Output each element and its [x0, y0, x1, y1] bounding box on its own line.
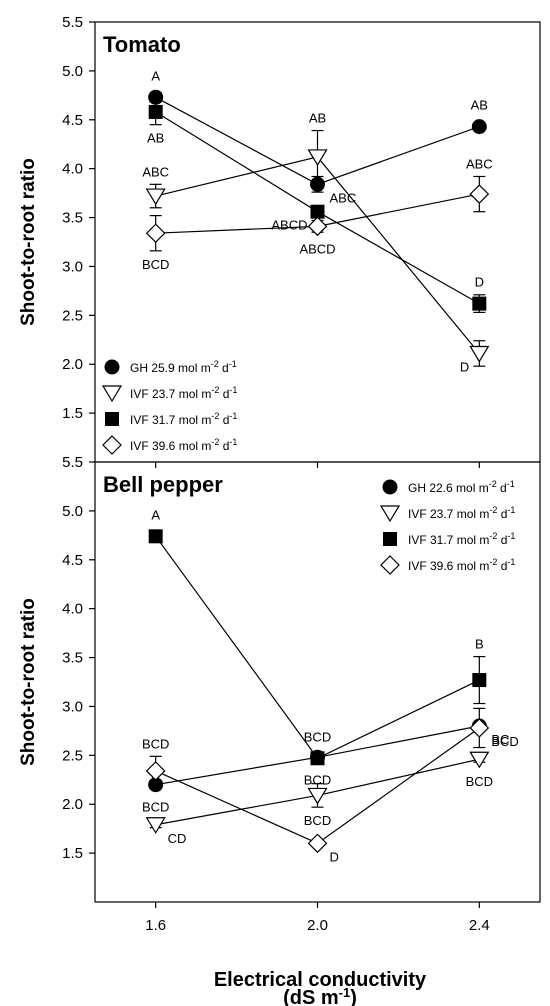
- significance-label: D: [460, 359, 469, 374]
- legend-marker: [104, 359, 120, 375]
- x-tick-label: 2.4: [469, 917, 490, 934]
- panel-bell-pepper: 1.5 2.0 2.5 3.0 3.5 4.0 4.5 5.0 5.5 1.6 2.0 2.4 Bell…: [18, 454, 541, 934]
- significance-label: ABC: [330, 190, 357, 205]
- y-axis-label: Shoot-to-root ratio: [18, 598, 39, 766]
- x-tick-label: 1.6: [145, 917, 166, 934]
- significance-label: ABCD: [271, 218, 307, 233]
- legend-label: GH 25.9 mol m-2 d-1: [130, 359, 237, 375]
- significance-label: AB: [309, 111, 326, 126]
- legend-label: IVF 23.7 mol m-2 d-1: [408, 505, 515, 521]
- y-tick-label: 5.0: [62, 503, 83, 520]
- y-tick-label: 3.0: [62, 258, 83, 275]
- data-point: [148, 529, 163, 544]
- significance-label: CD: [168, 831, 187, 846]
- y-tick-label: 4.5: [62, 112, 83, 129]
- data-point: [307, 216, 328, 237]
- data-point: [472, 673, 487, 688]
- data-point: [307, 833, 328, 854]
- y-tick-label: 4.0: [62, 161, 83, 178]
- data-point: [145, 761, 166, 781]
- significance-label: BC: [491, 732, 509, 747]
- significance-label: BCD: [304, 729, 331, 744]
- significance-label: BCD: [142, 257, 169, 272]
- legend-marker: [382, 479, 398, 495]
- significance-label: BCD: [142, 736, 169, 751]
- legend-label: IVF 39.6 mol m-2 d-1: [408, 557, 515, 573]
- x-tick-label: 2.0: [307, 917, 328, 934]
- y-tick-label: 2.0: [62, 356, 83, 373]
- significance-label: BCD: [304, 813, 331, 828]
- chart-title: Tomato: [103, 32, 181, 57]
- significance-label: ABCD: [299, 241, 335, 256]
- data-point: [469, 184, 490, 204]
- y-tick-label: 2.5: [62, 747, 83, 764]
- legend-label: IVF 23.7 mol m-2 d-1: [130, 385, 237, 401]
- data-point: [310, 751, 325, 766]
- legend-marker: [102, 435, 122, 455]
- data-point: [471, 119, 487, 135]
- legend-label: IVF 39.6 mol m-2 d-1: [130, 437, 237, 453]
- legend-label: GH 22.6 mol m-2 d-1: [408, 479, 515, 495]
- data-point: [469, 345, 490, 363]
- y-tick-label: 1.5: [62, 405, 83, 422]
- y-tick-label: 5.5: [62, 14, 83, 31]
- significance-label: ABC: [142, 164, 169, 179]
- significance-label: BCD: [142, 800, 169, 815]
- data-point: [145, 223, 166, 244]
- x-axis-unit-text: (dS m: [283, 987, 339, 1006]
- significance-label: B: [475, 637, 484, 652]
- data-point: [145, 188, 166, 206]
- y-tick-label: 5.5: [62, 454, 83, 471]
- significance-label: A: [151, 507, 160, 522]
- significance-label: D: [475, 275, 484, 290]
- data-point: [469, 751, 490, 769]
- significance-label: AB: [147, 131, 164, 146]
- legend-marker: [105, 412, 119, 426]
- legend: GH 25.9 mol m-2 d-1 IVF 23.7 mol m-2 d-1 I…: [101, 359, 237, 455]
- legend-marker: [383, 532, 397, 546]
- data-point: [472, 296, 487, 311]
- data-point: [145, 817, 166, 834]
- y-tick-label: 4.5: [62, 552, 83, 569]
- y-axis-label: Shoot-to-root ratio: [18, 158, 39, 326]
- legend: GH 22.6 mol m-2 d-1 IVF 23.7 mol m-2 d-1 I…: [379, 479, 515, 575]
- data-point: [148, 104, 163, 119]
- significance-label: AB: [471, 98, 488, 113]
- x-axis-unit-exponent: -1: [339, 985, 351, 1000]
- significance-label: BCD: [304, 772, 331, 787]
- legend-marker: [101, 385, 123, 403]
- data-point: [307, 787, 328, 805]
- panel-tomato: 1.5 2.0 2.5 3.0 3.5 4.0 4.5 5.0 5.5 Tomato Shoot-t…: [18, 14, 541, 468]
- y-tick-label: 2.0: [62, 796, 83, 813]
- significance-label: ABC: [466, 156, 493, 171]
- chart-title: Bell pepper: [103, 472, 223, 497]
- x-axis-label-line2: (dS m-1): [283, 985, 357, 1006]
- significance-label: D: [330, 849, 339, 864]
- data-point: [469, 718, 490, 738]
- x-axis-label-line1: Electrical conductivity: [214, 969, 427, 991]
- y-tick-label: 2.5: [62, 307, 83, 324]
- significance-label: BCD: [491, 734, 518, 749]
- legend-marker: [379, 505, 401, 523]
- data-point: [310, 204, 325, 219]
- y-tick-label: 4.0: [62, 601, 83, 618]
- significance-label: BCD: [466, 774, 493, 789]
- significance-label: A: [151, 68, 160, 83]
- legend-label: IVF 31.7 mol m-2 d-1: [408, 531, 515, 547]
- legend-label: IVF 31.7 mol m-2 d-1: [130, 411, 237, 427]
- y-tick-label: 3.0: [62, 698, 83, 715]
- x-axis-unit-close: ): [350, 987, 357, 1006]
- legend-marker: [380, 555, 400, 575]
- y-tick-label: 1.5: [62, 845, 83, 862]
- data-point: [307, 149, 328, 167]
- y-tick-label: 3.5: [62, 650, 83, 667]
- y-tick-label: 5.0: [62, 63, 83, 80]
- y-tick-label: 3.5: [62, 210, 83, 227]
